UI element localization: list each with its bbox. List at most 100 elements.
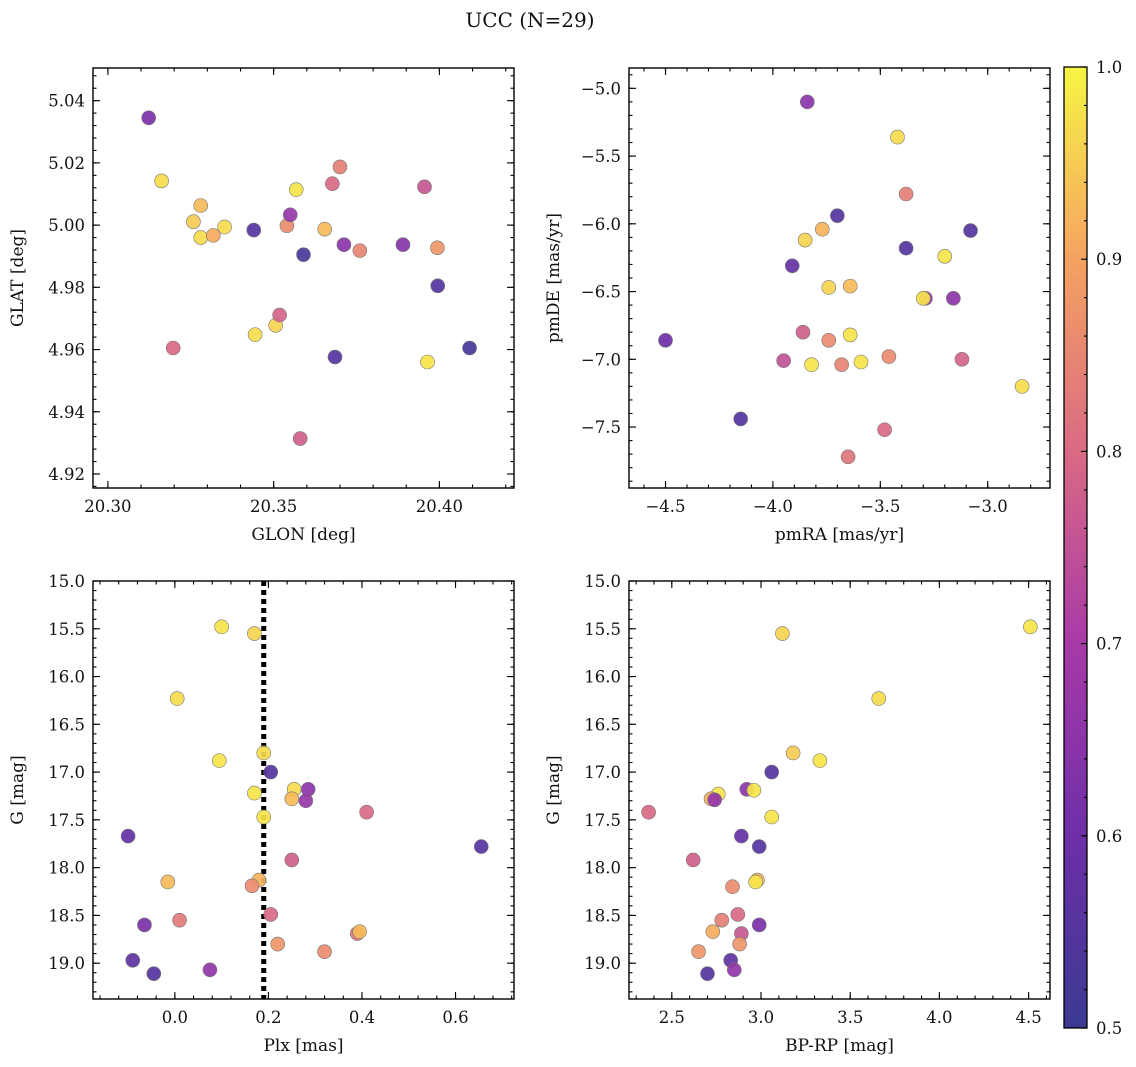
y-tick-label: −6.0 (581, 215, 621, 234)
x-tick-label: −4.5 (645, 497, 685, 516)
x-axis-label: BP-RP [mag] (785, 1036, 894, 1056)
y-axis-label: GLAT [deg] (8, 229, 28, 327)
x-axis-label: pmRA [mas/yr] (775, 525, 904, 545)
data-point (898, 240, 914, 256)
y-tick-label: 15.0 (48, 572, 85, 591)
data-point (795, 324, 811, 340)
data-point (154, 173, 169, 189)
y-tick-label: 4.98 (48, 278, 85, 297)
y-tick-label: 17.0 (584, 763, 621, 782)
x-tick-label: 0.4 (349, 1008, 375, 1027)
y-tick-label: 18.0 (584, 859, 621, 878)
data-point (212, 753, 227, 768)
data-point (298, 793, 314, 809)
data-point (206, 228, 221, 243)
data-point (317, 944, 332, 960)
data-point (748, 874, 763, 890)
data-point (705, 924, 721, 939)
y-tick-label: 5.04 (48, 92, 85, 111)
data-point (915, 291, 931, 306)
data-point (282, 207, 298, 223)
data-point (1014, 379, 1030, 394)
axes-frame (92, 580, 515, 1000)
colorbar-tick-label: 0.6 (1096, 827, 1122, 846)
data-point (352, 243, 368, 258)
data-point (714, 912, 730, 928)
x-tick-label: −4.0 (753, 497, 793, 516)
data-point (288, 182, 304, 197)
y-tick-label: 17.5 (584, 811, 621, 830)
colorbar-tick-label: 0.5 (1096, 1019, 1122, 1038)
x-tick-label: 3.0 (748, 1008, 774, 1027)
data-point (691, 944, 706, 960)
data-point (898, 186, 914, 202)
data-point (462, 340, 477, 356)
data-point (217, 219, 232, 235)
data-point (332, 159, 348, 175)
data-point (890, 129, 905, 145)
data-point (430, 278, 446, 294)
scatter-panel-4: 2.5 3.0 3.5 4.0 4.5 15.0 15.5 16.0 16.5 17.0 17.5 1… (544, 572, 1051, 1056)
data-point (169, 691, 185, 706)
y-tick-label: −6.5 (581, 283, 621, 302)
data-point (202, 962, 218, 978)
data-point (214, 619, 229, 635)
data-point (733, 411, 748, 427)
y-tick-label: 5.02 (48, 154, 85, 173)
data-point (732, 936, 747, 952)
data-point (160, 874, 176, 890)
y-tick-label: 16.5 (48, 715, 85, 734)
data-point (812, 753, 828, 768)
data-point (726, 962, 742, 978)
y-tick-label: −5.5 (581, 147, 621, 166)
data-point (842, 278, 858, 294)
x-tick-label: −3.0 (968, 497, 1008, 516)
data-point (186, 214, 201, 229)
data-point (193, 230, 209, 245)
y-tick-label: 16.0 (584, 668, 621, 687)
data-point (746, 782, 762, 798)
y-axis-label: G [mag] (544, 755, 564, 824)
data-point (292, 431, 308, 446)
data-point (272, 307, 287, 323)
data-point (764, 764, 780, 780)
x-tick-label: −3.5 (860, 497, 900, 516)
axes-frame (628, 580, 1051, 1000)
data-point (137, 917, 152, 933)
data-point (641, 804, 656, 820)
data-point (193, 198, 209, 213)
data-point (784, 258, 800, 274)
data-point (359, 804, 374, 820)
data-point (296, 247, 311, 262)
data-point (395, 237, 411, 253)
data-point (165, 340, 181, 356)
x-tick-label: 20.30 (84, 497, 131, 516)
y-tick-label: 15.0 (584, 572, 621, 591)
y-tick-label: −7.0 (581, 350, 621, 369)
data-point (821, 333, 837, 348)
y-tick-label: 18.5 (48, 906, 85, 925)
data-point (420, 354, 435, 370)
data-point (247, 626, 262, 641)
x-axis-label: Plx [mas] (263, 1036, 343, 1056)
data-point (764, 809, 780, 825)
data-point (325, 176, 340, 192)
data-point (685, 852, 701, 868)
data-point (881, 349, 897, 364)
data-point (830, 208, 845, 223)
data-point (871, 691, 887, 706)
data-point (946, 291, 961, 306)
data-point (815, 221, 830, 237)
x-tick-label: 20.35 (250, 497, 297, 516)
data-point (730, 907, 746, 922)
data-point (473, 839, 489, 854)
data-point (327, 349, 343, 365)
scatter-panel-3: 0.0 0.2 0.4 0.6 15.0 15.5 16.0 16.5 17.0 17.5 18.0… (8, 572, 515, 1056)
x-tick-label: 0.0 (162, 1008, 188, 1027)
y-tick-label: 16.0 (48, 668, 85, 687)
figure-title: UCC (N=29) (465, 8, 594, 32)
data-point (821, 280, 837, 295)
data-point (877, 422, 892, 438)
x-tick-label: 2.5 (659, 1008, 685, 1027)
